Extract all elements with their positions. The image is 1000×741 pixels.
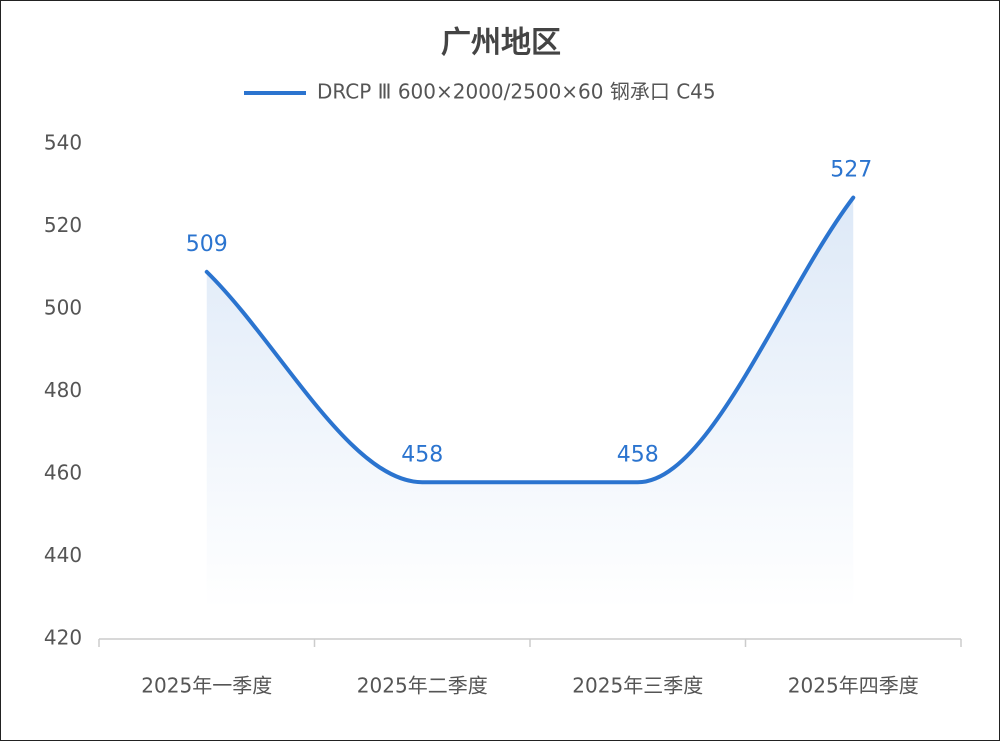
legend-label: DRCP Ⅲ 600×2000/2500×60 钢承口 C45: [317, 80, 716, 104]
data-label: 458: [617, 442, 659, 467]
data-label: 458: [401, 442, 443, 467]
x-tick-label: 2025年四季度: [788, 674, 919, 698]
area: [206, 197, 854, 609]
y-tick-label: 420: [44, 626, 82, 650]
y-tick-label: 480: [44, 378, 82, 402]
line: [204, 195, 856, 485]
y-tick-label: 520: [44, 213, 82, 237]
data-label: 527: [830, 158, 872, 183]
y-tick-label: 440: [44, 543, 82, 567]
data-label: 509: [186, 232, 228, 257]
chart-title: 广州地区: [441, 26, 561, 61]
x-tick-label: 2025年二季度: [357, 674, 488, 698]
y-tick-label: 500: [44, 296, 82, 320]
x-tick-label: 2025年三季度: [572, 674, 703, 698]
x-tick-label: 2025年一季度: [141, 674, 272, 698]
y-tick-label: 460: [44, 461, 82, 485]
y-tick-label: 540: [44, 131, 82, 155]
